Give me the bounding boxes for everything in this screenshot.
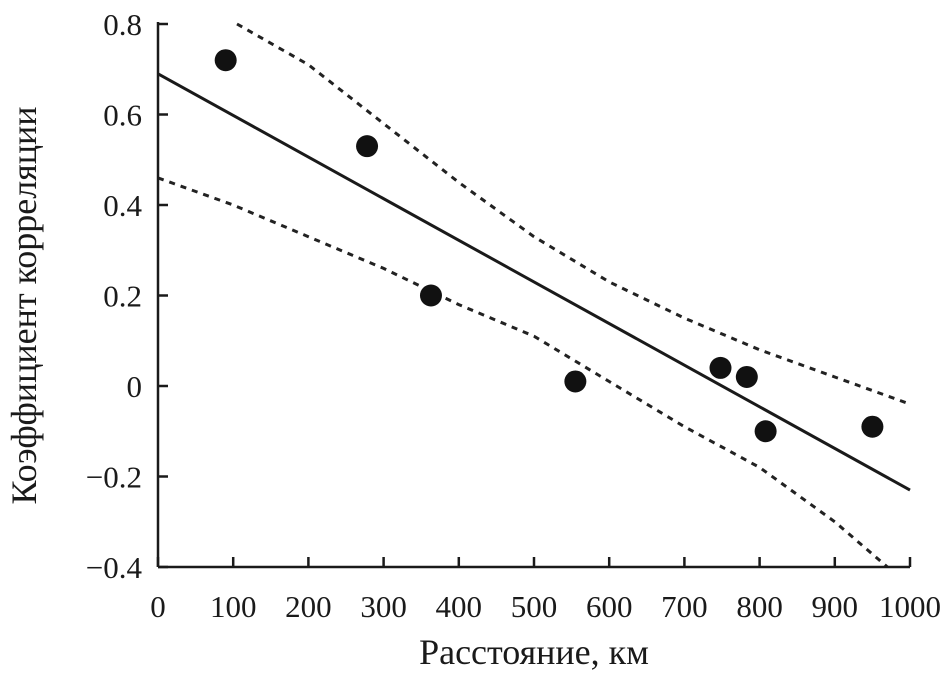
y-tick-label: 0.2 <box>103 279 142 314</box>
data-point <box>214 49 237 72</box>
x-axis-title: Расстояние, км <box>419 632 649 672</box>
y-tick-label: 0.8 <box>103 7 142 42</box>
y-axis-title: Коэффициент корреляции <box>4 106 44 504</box>
regression-line-group <box>157 72 911 492</box>
lower-confidence-bound <box>158 176 889 567</box>
x-tick-label: 100 <box>210 589 257 624</box>
x-tick-label: 800 <box>736 589 783 624</box>
y-axis-ticks: −0.4 −0.2 0 0.2 0.4 0.6 0.8 <box>86 7 168 585</box>
regression-line <box>157 72 911 492</box>
data-point <box>356 135 379 158</box>
x-tick-label: 300 <box>360 589 407 624</box>
data-point <box>861 415 884 438</box>
data-point <box>709 356 732 379</box>
x-tick-label: 1000 <box>879 589 941 624</box>
y-tick-label: 0 <box>127 369 143 404</box>
x-axis-ticks: 0 100 200 300 400 500 600 700 800 900 1000 <box>150 557 941 624</box>
y-tick-label: −0.2 <box>86 460 142 495</box>
x-tick-label: 900 <box>812 589 859 624</box>
data-point <box>735 365 758 388</box>
data-points <box>214 49 884 443</box>
x-tick-label: 500 <box>511 589 558 624</box>
data-point <box>564 370 587 393</box>
y-tick-label: 0.4 <box>103 188 142 223</box>
x-tick-label: 200 <box>285 589 332 624</box>
upper-confidence-bound <box>236 22 910 406</box>
confidence-bounds <box>158 22 910 567</box>
axes <box>156 22 910 569</box>
x-tick-label: 0 <box>150 589 166 624</box>
x-tick-label: 400 <box>436 589 483 624</box>
x-tick-label: 600 <box>586 589 633 624</box>
x-tick-label: 700 <box>661 589 708 624</box>
data-point <box>754 420 777 443</box>
y-tick-label: −0.4 <box>86 550 143 585</box>
data-point <box>419 284 442 307</box>
y-tick-label: 0.6 <box>103 98 142 133</box>
